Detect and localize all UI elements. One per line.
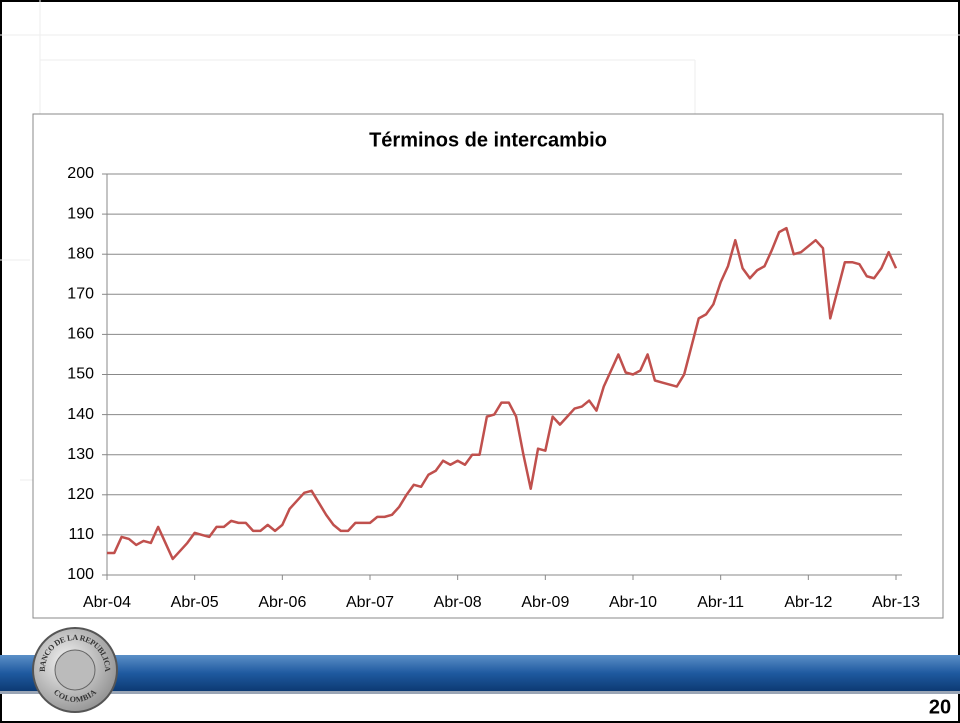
y-tick-label: 110 <box>68 526 94 543</box>
x-tick-label: Abr-13 <box>872 594 920 611</box>
x-tick-label: Abr-04 <box>83 594 131 611</box>
decoration <box>0 0 960 481</box>
chart-title: Términos de intercambio <box>369 129 607 151</box>
footer-shadow <box>0 691 960 694</box>
y-tick-label: 160 <box>67 326 94 343</box>
x-tick-label: Abr-11 <box>697 594 744 611</box>
x-tick-label: Abr-09 <box>521 594 569 611</box>
y-tick-label: 100 <box>67 566 94 583</box>
y-tick-label: 190 <box>67 205 94 222</box>
x-tick-label: Abr-05 <box>171 594 219 611</box>
x-tick-label: Abr-12 <box>784 594 832 611</box>
x-tick-label: Abr-10 <box>609 594 657 611</box>
x-tick-label: Abr-06 <box>258 594 306 611</box>
chart-frame <box>32 113 944 619</box>
y-tick-label: 150 <box>67 366 94 383</box>
footer-band <box>0 655 960 691</box>
y-tick-label: 180 <box>67 245 94 262</box>
y-tick-label: 130 <box>67 446 94 463</box>
x-tick-label: Abr-07 <box>346 594 394 611</box>
page-number: 20 <box>929 696 951 718</box>
logo-portrait <box>54 649 96 691</box>
plot: 100 110 120 130 140 150 160 170 180 190 200 Abr-04 A… <box>67 165 920 611</box>
y-tick-label: 140 <box>67 406 94 423</box>
y-tick-label: 170 <box>67 286 94 303</box>
y-tick-label: 120 <box>67 486 94 503</box>
data-line <box>107 226 898 561</box>
x-tick-label: Abr-08 <box>434 594 482 611</box>
y-tick-label: 200 <box>67 165 94 182</box>
